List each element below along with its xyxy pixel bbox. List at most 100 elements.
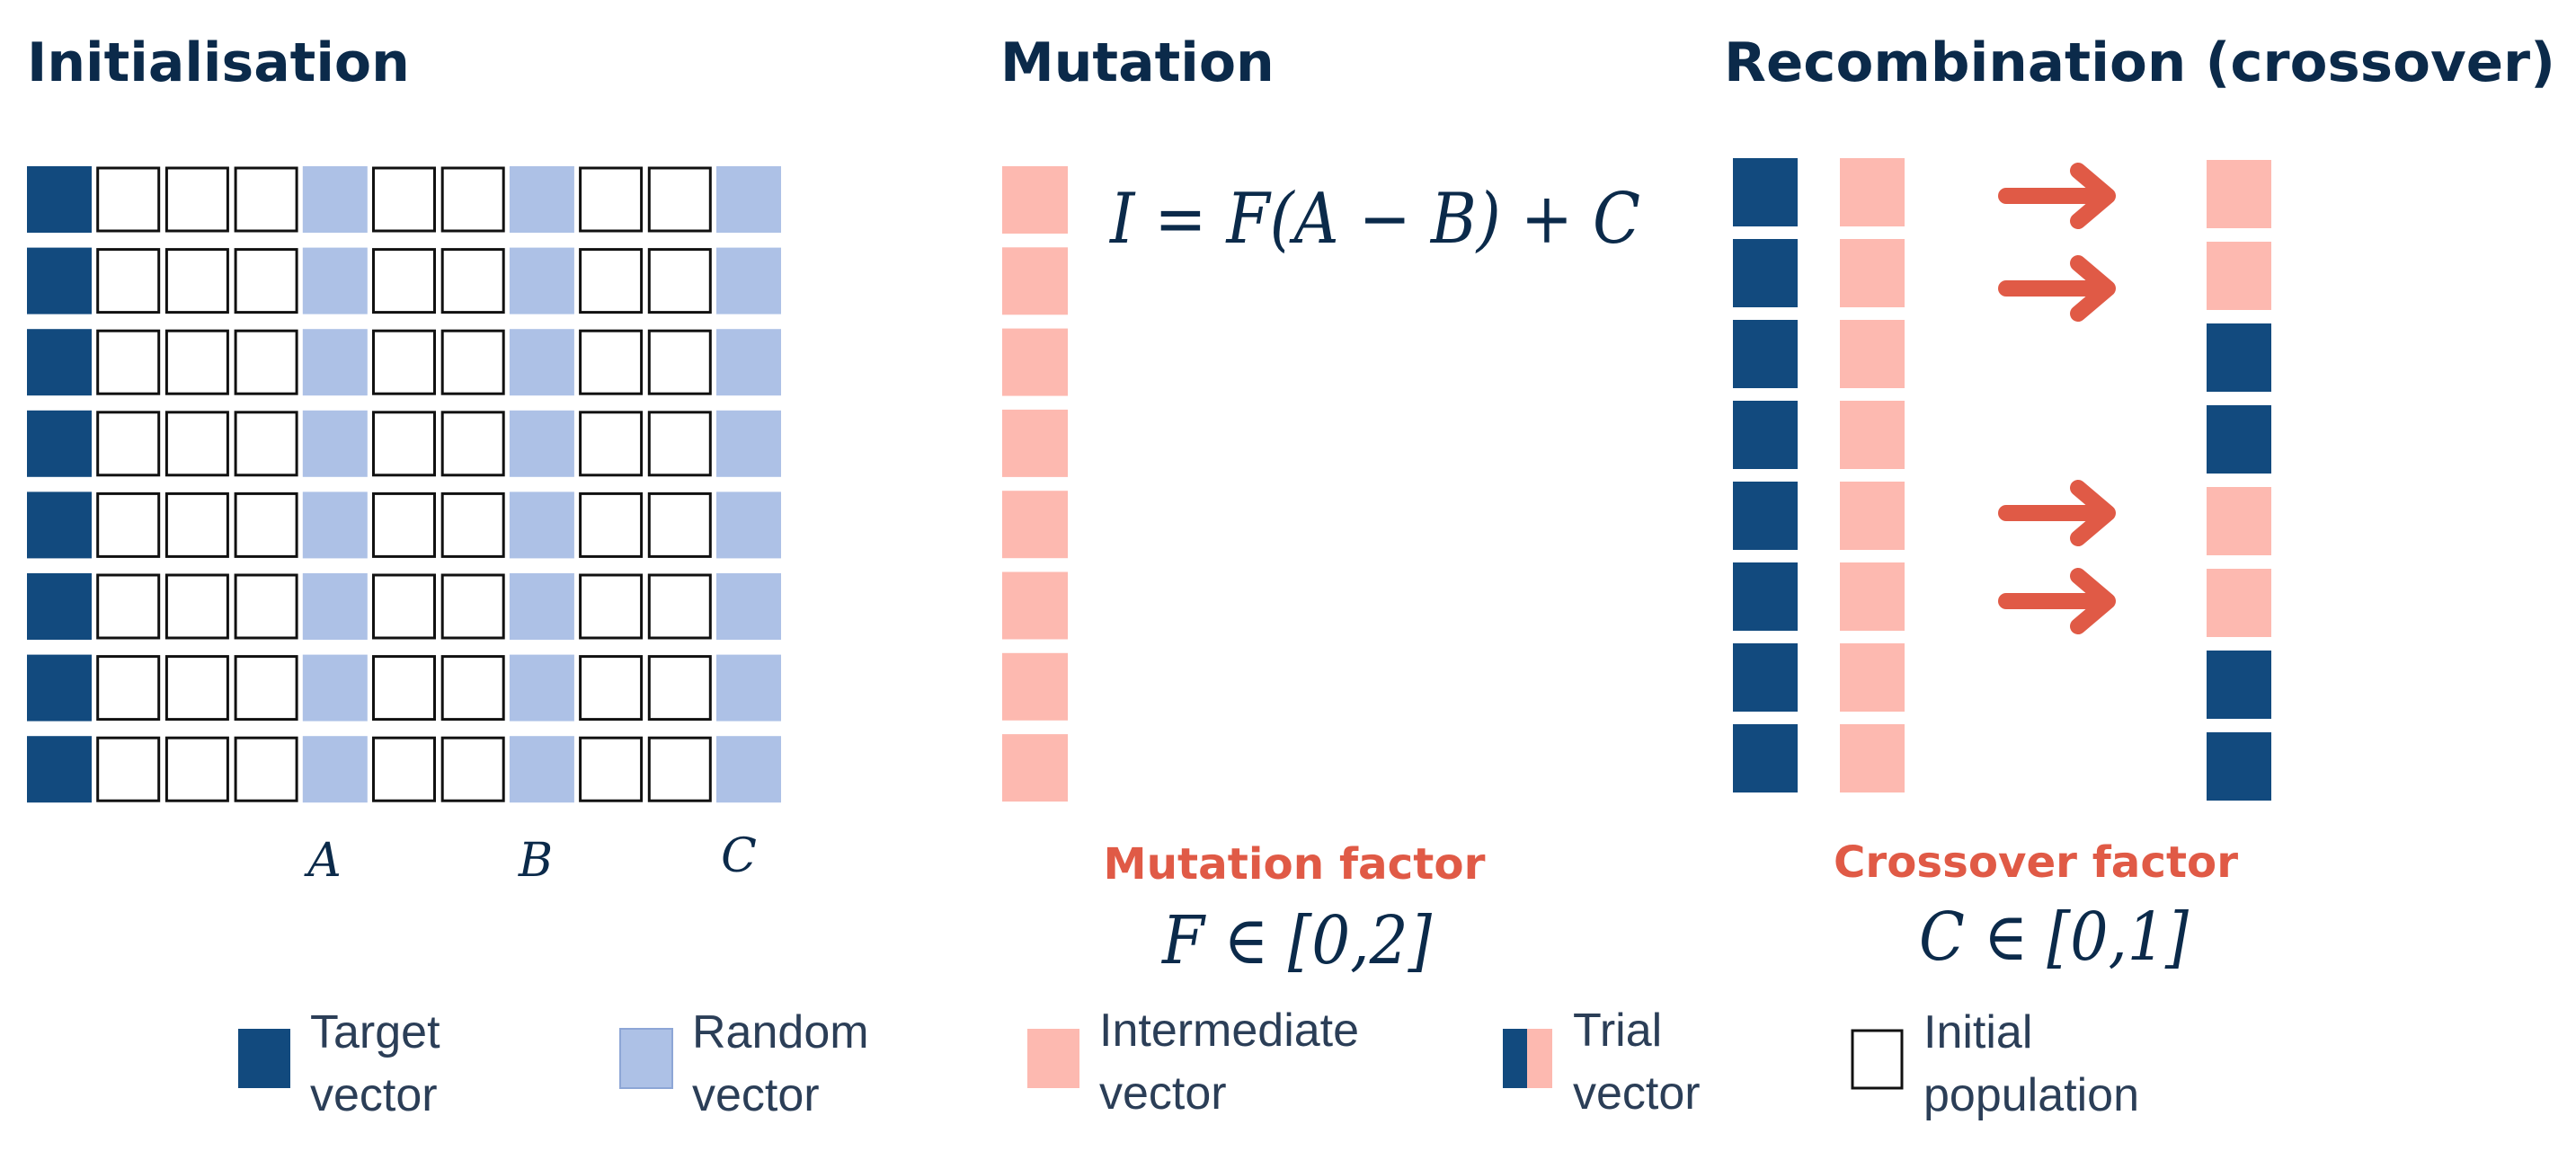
- grid-cell-target: [27, 736, 92, 803]
- grid-cell-initial: [234, 655, 298, 722]
- grid-cell-initial: [164, 736, 229, 802]
- grid-cell-random: [302, 410, 368, 477]
- legend-swatch-random: [619, 1028, 673, 1089]
- grid-cell-initial: [579, 329, 644, 395]
- grid-cell-initial: [372, 736, 436, 802]
- grid-cell-random: [302, 491, 368, 559]
- grid-cell-initial: [579, 573, 644, 640]
- legend-item-random: Random vector: [619, 1006, 869, 1121]
- legend-swatch-initial: [1851, 1029, 1904, 1090]
- grid-cell-random: [302, 166, 368, 233]
- grid-cell-initial: [96, 736, 161, 802]
- grid-cell-initial: [579, 736, 644, 802]
- grid-cell-initial: [579, 411, 644, 477]
- legend-swatch-trial-target-half: [1503, 1029, 1527, 1088]
- grid-cell-random: [509, 491, 574, 559]
- legend-label-random-line1: Random: [692, 1006, 869, 1058]
- grid-cell-random: [302, 573, 368, 640]
- grid-cell-initial: [372, 166, 436, 233]
- grid-cell-random: [509, 410, 574, 477]
- grid-cell-initial: [96, 329, 161, 395]
- mutation-factor-range: F ∈ [0,2]: [1160, 902, 1432, 979]
- grid-cell-initial: [440, 573, 505, 640]
- grid-cell-initial: [164, 655, 229, 722]
- mutation-formula: I = F(A − B) + C: [1108, 179, 1640, 260]
- target-cell: [1733, 643, 1798, 712]
- intermediate-cell: [1840, 158, 1905, 226]
- grid-cell-random: [716, 166, 781, 233]
- legend-label-initial-line2: population: [1923, 1069, 2139, 1121]
- grid-cell-initial: [96, 166, 161, 233]
- grid-cell-random: [302, 654, 368, 722]
- grid-cell-random: [302, 247, 368, 314]
- intermediate-cell: [1840, 239, 1905, 307]
- legend-item-intermediate: Intermediate vector: [1027, 1005, 1359, 1120]
- grid-cell-target: [27, 491, 92, 559]
- grid-cell-initial: [96, 411, 161, 477]
- grid-cell-initial: [164, 166, 229, 233]
- grid-cell-initial: [647, 655, 712, 722]
- grid-cell-initial: [96, 248, 161, 314]
- grid-cell-target: [27, 166, 92, 233]
- intermediate-cell: [1840, 401, 1905, 469]
- target-cell: [1733, 320, 1798, 388]
- trial-cell-target: [2207, 323, 2271, 392]
- grid-cell-initial: [372, 411, 436, 477]
- intermediate-cell: [1002, 734, 1068, 802]
- legend-item-trial: Trial vector: [1503, 1005, 1701, 1120]
- grid-cell-initial: [372, 329, 436, 395]
- recombination-title: Recombination (crossover): [1724, 31, 2555, 94]
- grid-cell-initial: [234, 573, 298, 640]
- grid-cell-initial: [440, 248, 505, 314]
- grid-cell-initial: [96, 573, 161, 640]
- grid-cell-random: [716, 736, 781, 803]
- grid-cell-initial: [234, 491, 298, 558]
- crossover-arrow-icon: [1998, 255, 2116, 322]
- grid-cell-initial: [164, 329, 229, 395]
- intermediate-cell: [1840, 562, 1905, 631]
- crossover-arrow-icon: [1998, 480, 2116, 546]
- legend-label-intermediate-line1: Intermediate: [1099, 1005, 1359, 1057]
- grid-cell-target: [27, 573, 92, 640]
- intermediate-cell: [1840, 320, 1905, 388]
- trial-cell-intermediate: [2207, 242, 2271, 310]
- trial-cell-target: [2207, 405, 2271, 474]
- legend-swatch-intermediate: [1027, 1029, 1079, 1088]
- trial-cell-intermediate: [2207, 487, 2271, 555]
- grid-cell-initial: [164, 573, 229, 640]
- legend-label-target-line2: vector: [310, 1069, 438, 1121]
- grid-cell-initial: [234, 329, 298, 395]
- intermediate-cell: [1002, 328, 1068, 396]
- grid-cell-initial: [647, 411, 712, 477]
- mutation-factor-label: Mutation factor: [1104, 839, 1486, 890]
- legend-item-target: Target vector: [238, 1006, 440, 1121]
- grid-cell-initial: [647, 736, 712, 802]
- legend: Target vector Random vector Intermediate…: [238, 1005, 2139, 1121]
- intermediate-cell: [1002, 571, 1068, 640]
- grid-cell-random: [716, 573, 781, 640]
- grid-cell-initial: [647, 491, 712, 558]
- grid-cell-initial: [647, 329, 712, 395]
- grid-cell-initial: [372, 573, 436, 640]
- grid-cell-target: [27, 410, 92, 477]
- intermediate-cell: [1002, 409, 1068, 477]
- column-label-b: B: [518, 834, 553, 888]
- grid-cell-target: [27, 654, 92, 722]
- initialisation-title: Initialisation: [27, 31, 410, 94]
- grid-cell-initial: [234, 166, 298, 233]
- target-cell: [1733, 158, 1798, 226]
- grid-cell-random: [716, 329, 781, 396]
- mutation-title: Mutation: [1000, 31, 1275, 94]
- grid-cell-initial: [440, 411, 505, 477]
- grid-cell-initial: [579, 166, 644, 233]
- grid-cell-random: [509, 329, 574, 396]
- intermediate-cell: [1840, 643, 1905, 712]
- population-grid: [27, 166, 781, 803]
- grid-cell-initial: [372, 248, 436, 314]
- grid-cell-initial: [372, 655, 436, 722]
- target-cell: [1733, 724, 1798, 792]
- intermediate-cell: [1002, 652, 1068, 721]
- target-cell: [1733, 562, 1798, 631]
- legend-swatch-trial-intermediate-half: [1527, 1029, 1552, 1088]
